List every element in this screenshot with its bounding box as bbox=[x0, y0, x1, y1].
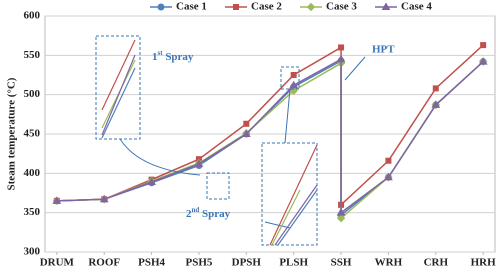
y-tick-label: 400 bbox=[24, 167, 41, 179]
zoom-region bbox=[206, 172, 230, 200]
y-tick-label: 600 bbox=[24, 10, 41, 22]
marker bbox=[480, 42, 487, 49]
inset-line bbox=[101, 67, 136, 139]
inset-line bbox=[101, 54, 136, 136]
series-line bbox=[56, 58, 484, 215]
marker bbox=[336, 54, 346, 63]
y-tick-label: 550 bbox=[24, 49, 41, 61]
arrow bbox=[284, 88, 291, 144]
inset-box bbox=[95, 35, 141, 140]
marker bbox=[52, 196, 62, 204]
plot: 300 350 400 450 500 550 600 DRUM ROOF PSH4 PSH5 DPS… bbox=[24, 1, 497, 269]
marker bbox=[478, 57, 488, 65]
y-tick-label: 450 bbox=[24, 128, 41, 140]
annotation: HPT bbox=[372, 44, 395, 56]
marker bbox=[241, 129, 251, 137]
legend-label: Case 4 bbox=[401, 1, 432, 13]
legend-marker bbox=[157, 3, 165, 11]
marker bbox=[432, 85, 439, 92]
legend-label: Case 1 bbox=[176, 1, 207, 13]
y-axis-label: Steam temperature (°C) bbox=[6, 77, 18, 190]
marker bbox=[384, 172, 393, 181]
legend-label: Case 2 bbox=[251, 1, 282, 13]
inset-lines bbox=[101, 39, 318, 246]
marker bbox=[290, 72, 297, 78]
legend-marker bbox=[306, 2, 316, 12]
annotation: 1st Spray bbox=[152, 49, 194, 63]
arrow bbox=[264, 221, 291, 229]
x-tick-label: DRUM bbox=[40, 257, 75, 269]
x-tick-label: PSH4 bbox=[138, 257, 165, 269]
arrow bbox=[119, 138, 201, 176]
marker bbox=[289, 86, 298, 95]
legend-marker bbox=[233, 4, 239, 10]
arrow bbox=[344, 56, 366, 81]
marker bbox=[431, 100, 441, 108]
x-tick-label: PLSH bbox=[279, 257, 308, 269]
inset-line bbox=[274, 184, 318, 246]
inset-line bbox=[101, 39, 136, 111]
marker bbox=[338, 44, 345, 51]
marker bbox=[336, 213, 346, 223]
y-tick-label: 350 bbox=[24, 206, 41, 218]
x-tick-label: SSH bbox=[331, 257, 352, 269]
x-tick-label: WRH bbox=[375, 257, 403, 269]
marker bbox=[99, 194, 109, 203]
x-tick-label: HRH bbox=[471, 257, 497, 269]
x-tick-label: DPSH bbox=[232, 257, 262, 269]
y-tick-label: 500 bbox=[24, 88, 41, 100]
marker bbox=[194, 159, 204, 167]
x-tick-label: CRH bbox=[424, 257, 449, 269]
x-tick-label: ROOF bbox=[88, 257, 120, 269]
marker bbox=[336, 208, 346, 216]
marker bbox=[385, 157, 392, 164]
inset-box bbox=[261, 142, 318, 246]
inset-line bbox=[269, 144, 318, 246]
zoom-insets bbox=[95, 35, 366, 246]
marker bbox=[289, 80, 299, 89]
y-tick-label: 300 bbox=[24, 246, 41, 258]
inset-line bbox=[271, 189, 301, 246]
annotation: 2nd Spray bbox=[186, 206, 231, 220]
x-tick-label: PSH5 bbox=[185, 257, 212, 269]
marker bbox=[243, 120, 250, 127]
inset-line bbox=[277, 189, 318, 246]
legend-label: Case 3 bbox=[326, 1, 357, 13]
legend-marker bbox=[381, 2, 391, 10]
marker bbox=[147, 177, 156, 185]
